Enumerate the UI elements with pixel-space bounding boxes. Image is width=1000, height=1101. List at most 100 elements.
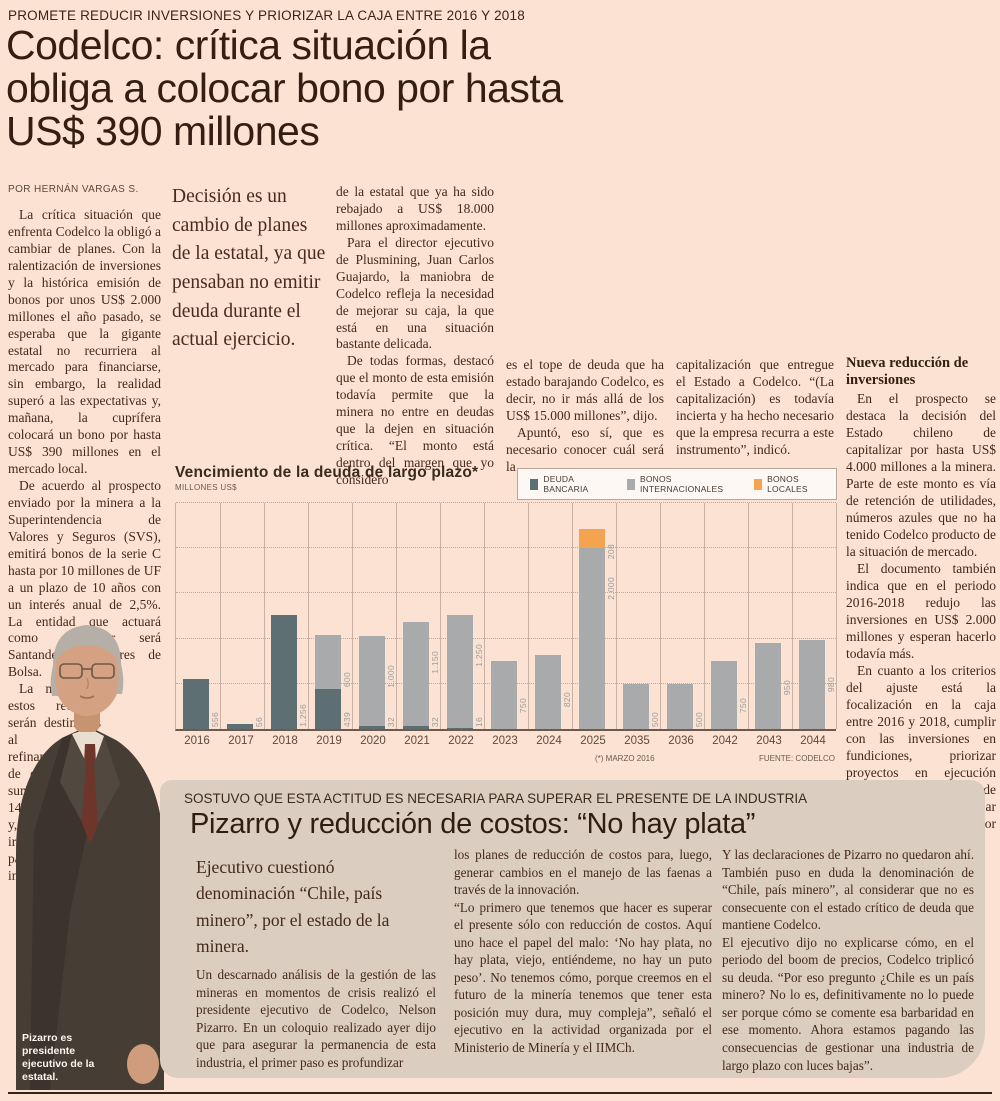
paragraph: El documento también indica que en el pe… xyxy=(846,561,996,662)
article1-kicker: PROMETE REDUCIR INVERSIONES Y PRIORIZAR … xyxy=(8,8,525,23)
chart-source: FUENTE: CODELCO xyxy=(758,754,835,763)
paragraph: En el prospecto se destaca la decisión d… xyxy=(846,391,996,560)
legend-item: DEUDA BANCARIA xyxy=(530,474,603,494)
bar-value-label: 32 xyxy=(430,716,440,727)
bar-value-label: 56 xyxy=(254,716,264,727)
chart-category-column: 1.256 xyxy=(264,503,309,729)
article2-column-mid: los planes de reducción de costos para, … xyxy=(454,846,712,1057)
chart-category-column: 750 xyxy=(704,503,749,729)
chart-title: Vencimiento de la deuda de largo plazo* xyxy=(175,464,479,481)
bar-segment xyxy=(447,727,473,729)
article2-pull-quote: Ejecutivo cuestionó denominación “Chile,… xyxy=(196,857,390,956)
chart-category-column: 820 xyxy=(528,503,573,729)
chart-category-column: 500 xyxy=(660,503,705,729)
chart-category-column: 439 600 xyxy=(308,503,353,729)
chart-category-column: 2.000 208 xyxy=(572,503,617,729)
legend-item: BONOS INTERNACIONALES xyxy=(626,474,730,494)
article1-byline: POR HERNÁN VARGAS S. xyxy=(8,184,139,195)
bar-value-label: 980 xyxy=(826,677,836,693)
gridline xyxy=(176,592,836,594)
chart-unit-label: MILLONES US$ xyxy=(175,483,237,492)
x-axis-tick-label: 2022 xyxy=(448,735,474,747)
bar-value-label: 439 xyxy=(342,711,352,727)
paragraph: De acuerdo al prospecto enviado por la m… xyxy=(8,478,161,680)
chart-footnote: (*) MARZO 2016 xyxy=(595,754,655,763)
bar-value-label: 820 xyxy=(562,691,572,707)
x-axis-tick-label: 2044 xyxy=(800,735,826,747)
bar-value-label: 556 xyxy=(210,711,220,727)
x-axis-tick-label: 2016 xyxy=(184,735,210,747)
bar-segment xyxy=(755,643,781,729)
x-axis-tick-label: 2035 xyxy=(624,735,650,747)
gridline xyxy=(176,637,836,639)
article2-panel: SOSTUVO QUE ESTA ACTITUD ES NECESARIA PA… xyxy=(160,780,985,1078)
gridline xyxy=(176,547,836,549)
paragraph: “Lo primero que tenemos que hacer es sup… xyxy=(454,899,712,1056)
chart-plot-area: 556 56 1.256 439 600 32 1.000 32 1.150 16 1.250 750… xyxy=(175,502,837,731)
pizarro-photo: Pizarro es presidente ejecutivo de la es… xyxy=(0,612,178,1090)
bar-segment xyxy=(403,622,429,727)
bar-value-label: 32 xyxy=(386,716,396,727)
article1-sidebar: Nueva reducción de inversiones En el pro… xyxy=(846,355,996,849)
x-axis-tick-label: 2020 xyxy=(360,735,386,747)
legend-swatch xyxy=(626,478,635,490)
debt-maturity-chart: Vencimiento de la deuda de largo plazo* … xyxy=(175,464,837,766)
paragraph: los planes de reducción de costos para, … xyxy=(454,847,712,898)
bar-segment xyxy=(667,683,693,729)
bar-segment xyxy=(579,529,605,549)
portrait-illustration xyxy=(16,625,164,1090)
bar-segment xyxy=(359,635,385,727)
paragraph: La crítica situación que enfrenta Codelc… xyxy=(8,207,161,477)
bar-segment xyxy=(711,661,737,729)
bar-segment xyxy=(183,678,209,729)
x-axis-tick-label: 2025 xyxy=(580,735,606,747)
bar-segment xyxy=(579,548,605,729)
photo-caption: Pizarro es presidente ejecutivo de la es… xyxy=(22,1032,95,1084)
x-axis-tick-label: 2023 xyxy=(492,735,518,747)
bar-segment xyxy=(447,614,473,728)
chart-category-column: 32 1.000 xyxy=(352,503,397,729)
bar-value-label: 500 xyxy=(650,711,660,727)
bar-segment xyxy=(315,635,341,690)
bar-value-label: 750 xyxy=(738,698,748,714)
paragraph: Apuntó, eso sí, que es necesario conocer… xyxy=(506,424,664,474)
legend-label: BONOS LOCALES xyxy=(767,474,808,494)
chart-category-column: 32 1.150 xyxy=(396,503,441,729)
bar-value-label: 2.000 xyxy=(606,577,616,601)
article1-pull-quote: Decisión es un cambio de planes de la es… xyxy=(172,186,326,351)
chart-category-column: 500 xyxy=(616,503,661,729)
x-axis-tick-label: 2043 xyxy=(756,735,782,747)
article2-headline: Pizarro y reducción de costos: “No hay p… xyxy=(190,808,756,840)
paragraph: Para el director ejecutivo de Plusmining… xyxy=(336,234,494,352)
legend-item: BONOS LOCALES xyxy=(753,474,824,494)
bar-value-label: 500 xyxy=(694,711,704,727)
paragraph: es el tope de deuda que ha estado baraja… xyxy=(506,357,664,423)
bar-value-label: 1.250 xyxy=(474,643,484,667)
chart-category-column: 750 xyxy=(484,503,529,729)
paragraph: capitalización que entregue el Estado a … xyxy=(676,357,834,457)
x-axis-tick-label: 2018 xyxy=(272,735,298,747)
chart-category-column: 16 1.250 xyxy=(440,503,485,729)
paragraph: Y las declaraciones de Pizarro no quedar… xyxy=(722,847,974,933)
bar-segment xyxy=(227,723,253,729)
bar-value-label: 600 xyxy=(342,671,352,688)
legend-label: BONOS INTERNACIONALES xyxy=(639,474,724,494)
paragraph: De todas formas, destacó que el monto de… xyxy=(336,353,494,487)
page-bottom-rule xyxy=(8,1092,992,1094)
article1-column-3: de la estatal que ya ha sido rebajado a … xyxy=(336,184,494,489)
paragraph: de la estatal que ya ha sido rebajado a … xyxy=(336,184,494,233)
x-axis-tick-label: 2042 xyxy=(712,735,738,747)
x-axis-tick-label: 2017 xyxy=(228,735,254,747)
chart-category-column: 980 xyxy=(792,503,837,729)
chart-category-column: 950 xyxy=(748,503,793,729)
bar-segment xyxy=(491,661,517,729)
legend-swatch xyxy=(753,478,763,490)
bar-value-label: 1.256 xyxy=(298,704,308,727)
bar-segment xyxy=(799,640,825,729)
bar-value-label: 16 xyxy=(474,716,484,727)
article1-column-4: es el tope de deuda que ha estado baraja… xyxy=(506,357,664,476)
bar-segment xyxy=(403,726,429,729)
chart-x-axis: 2016 2017 2018 2019 2020 2021 2022 2023 2024 2025… xyxy=(175,735,835,747)
x-axis-tick-label: 2021 xyxy=(404,735,430,747)
x-axis-tick-label: 2019 xyxy=(316,735,342,747)
